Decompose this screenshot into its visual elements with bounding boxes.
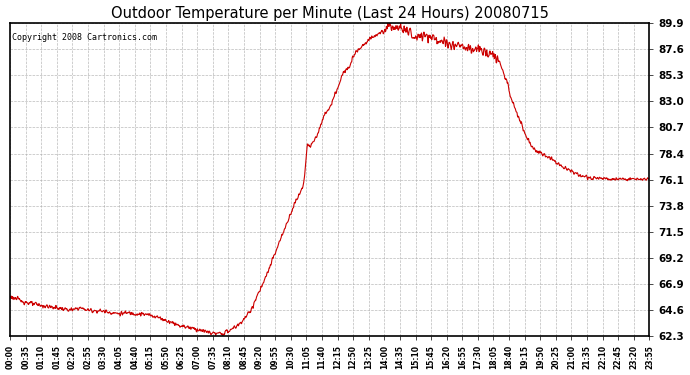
Title: Outdoor Temperature per Minute (Last 24 Hours) 20080715: Outdoor Temperature per Minute (Last 24 … (111, 6, 549, 21)
Text: Copyright 2008 Cartronics.com: Copyright 2008 Cartronics.com (12, 33, 157, 42)
